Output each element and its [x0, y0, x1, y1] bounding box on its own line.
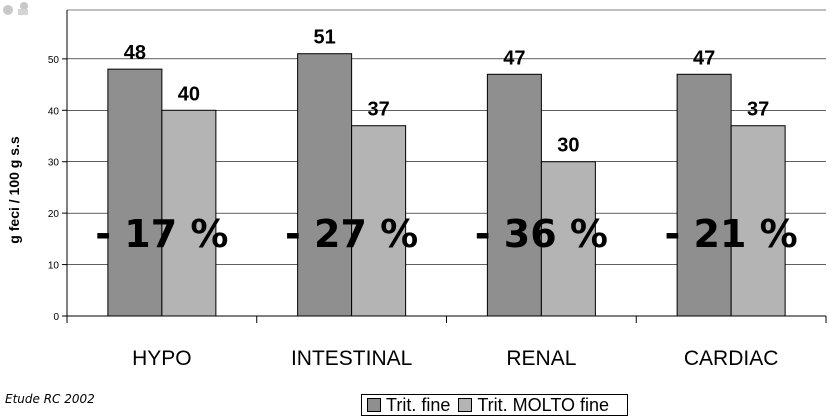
legend: Trit. fine Trit. MOLTO fine: [361, 394, 628, 416]
bar: [540, 161, 596, 317]
data-label: 30: [557, 135, 579, 157]
source-note: Etude RC 2002: [5, 392, 95, 406]
bar: [730, 125, 786, 317]
y-tick-label: 30: [48, 158, 60, 169]
data-label: 37: [747, 99, 769, 121]
bar: [107, 68, 163, 317]
data-label: 40: [178, 83, 200, 105]
y-axis-label: g feci / 100 g s.s: [6, 136, 22, 244]
data-label: 37: [368, 99, 390, 121]
bar: [297, 53, 353, 317]
bar: [351, 125, 407, 317]
data-label: 47: [503, 47, 525, 69]
x-tick-label: CARDIAC: [684, 347, 779, 370]
y-tick-label: 0: [53, 312, 59, 323]
data-label: 51: [314, 27, 336, 49]
bar: [676, 73, 732, 317]
data-label: 48: [124, 42, 146, 64]
legend-item-fine: Trit. fine: [367, 395, 450, 416]
legend-label-molto: Trit. MOLTO fine: [477, 394, 610, 415]
y-tick-label: 40: [48, 106, 60, 117]
legend-label-fine: Trit. fine: [386, 394, 451, 415]
percent-annotation: - 21 %: [665, 212, 798, 256]
bars: [107, 53, 786, 317]
percent-annotation: - 36 %: [475, 212, 608, 256]
x-tick-label: RENAL: [506, 347, 576, 370]
x-tick-label: INTESTINAL: [291, 347, 412, 370]
percent-annotations: - 17 % - 27 % - 36 % - 21 %: [95, 212, 797, 256]
axes: 0 10 20 30 40 50 HYPO INTESTINAL RENAL CARDIAC: [48, 10, 827, 370]
percent-annotation: - 27 %: [285, 212, 418, 256]
y-tick-label: 20: [48, 209, 60, 220]
legend-item-molto: Trit. MOLTO fine: [458, 395, 609, 416]
y-tick-label: 10: [48, 261, 60, 272]
x-tick-label: HYPO: [132, 347, 192, 370]
percent-annotation: - 17 %: [95, 212, 228, 256]
bar-chart: 0 10 20 30 40 50 HYPO INTESTINAL RENAL CARDIAC 48…: [6, 9, 827, 370]
data-label: 47: [693, 47, 715, 69]
value-labels: 48 40 51 37 47 30 47 37: [124, 27, 770, 157]
y-tick-label: 50: [48, 55, 60, 66]
bar: [486, 73, 542, 317]
legend-swatch-fine: [367, 398, 381, 412]
logo-icon: [3, 2, 28, 15]
legend-swatch-molto: [458, 398, 473, 412]
